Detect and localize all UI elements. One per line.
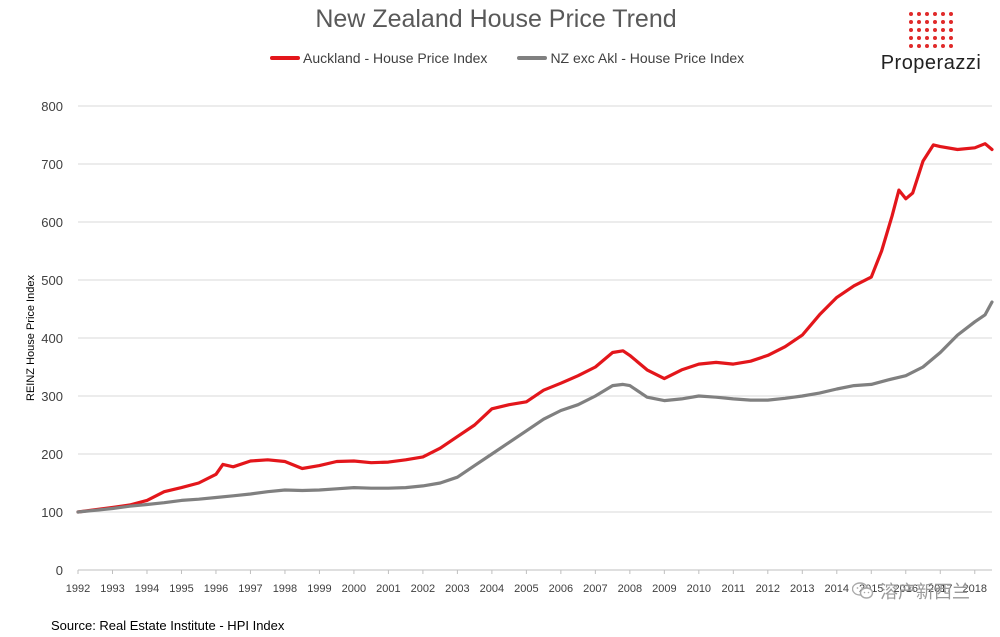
x-tick-label: 2014 bbox=[825, 583, 849, 595]
x-tick-label: 1992 bbox=[66, 583, 90, 595]
x-tick-label: 1994 bbox=[135, 583, 159, 595]
series-line-1 bbox=[76, 300, 994, 514]
chart-title: New Zealand House Price Trend bbox=[315, 5, 677, 33]
source-note: Source: Real Estate Institute - HPI Inde… bbox=[51, 618, 285, 633]
series-lines bbox=[76, 142, 994, 514]
x-tick-label: 2009 bbox=[652, 583, 676, 595]
x-tick-label: 2004 bbox=[480, 583, 504, 595]
x-tick-label: 1995 bbox=[169, 583, 193, 595]
y-axis-label: REINZ House Price Index bbox=[25, 275, 37, 401]
legend-item-nz-exc-akl: NZ exc Akl - House Price Index bbox=[517, 50, 744, 66]
x-tick-label: 1993 bbox=[100, 583, 124, 595]
logo-dots-icon bbox=[909, 12, 953, 48]
y-tick-label: 400 bbox=[41, 331, 63, 346]
x-tick-label: 1996 bbox=[204, 583, 228, 595]
y-tick-label: 500 bbox=[41, 273, 63, 288]
x-tick-label: 1999 bbox=[307, 583, 331, 595]
x-axis-ticks: 1992 1993 1994 1995 1996 1997 1998 1999 2000 2001… bbox=[66, 570, 987, 595]
y-tick-label: 0 bbox=[56, 563, 63, 578]
legend-swatch-auckland bbox=[270, 56, 300, 60]
x-tick-label: 2007 bbox=[583, 583, 607, 595]
x-tick-label: 2018 bbox=[963, 583, 987, 595]
properazzi-logo: Properazzi bbox=[876, 12, 986, 75]
x-tick-label: 2006 bbox=[549, 583, 573, 595]
series-line-0 bbox=[76, 142, 994, 514]
x-tick-label: 2001 bbox=[376, 583, 400, 595]
y-tick-label: 300 bbox=[41, 389, 63, 404]
watermark: 溶产新西兰 bbox=[852, 578, 970, 604]
y-tick-label: 700 bbox=[41, 157, 63, 172]
y-tick-label: 100 bbox=[41, 505, 63, 520]
x-tick-label: 2008 bbox=[618, 583, 642, 595]
x-tick-label: 1997 bbox=[238, 583, 262, 595]
x-tick-label: 1998 bbox=[273, 583, 297, 595]
y-tick-label: 200 bbox=[41, 447, 63, 462]
watermark-text: 溶产新西兰 bbox=[880, 582, 970, 602]
legend-label-nz-exc-akl: NZ exc Akl - House Price Index bbox=[550, 50, 745, 66]
x-tick-label: 2010 bbox=[687, 583, 711, 595]
chart-legend: Auckland - House Price Index NZ exc Akl … bbox=[270, 50, 774, 66]
x-tick-label: 2012 bbox=[756, 583, 780, 595]
wechat-icon bbox=[852, 582, 874, 599]
legend-item-auckland: Auckland - House Price Index bbox=[270, 50, 487, 66]
logo-text: Properazzi bbox=[880, 52, 982, 74]
x-tick-label: 2011 bbox=[721, 583, 745, 595]
x-tick-label: 2002 bbox=[411, 583, 435, 595]
x-tick-label: 2013 bbox=[790, 583, 814, 595]
x-tick-label: 2016 bbox=[894, 583, 918, 595]
x-tick-label: 2005 bbox=[514, 583, 538, 595]
x-tick-label: 2017 bbox=[928, 583, 952, 595]
legend-swatch-nz-exc-akl bbox=[517, 56, 548, 60]
x-tick-label: 2000 bbox=[342, 583, 366, 595]
y-axis-ticks: 0 100 200 300 400 500 600 700 800 bbox=[41, 99, 63, 578]
y-tick-label: 600 bbox=[41, 215, 63, 230]
y-tick-label: 800 bbox=[41, 99, 63, 114]
grid-lines bbox=[78, 105, 992, 571]
legend-label-auckland: Auckland - House Price Index bbox=[303, 50, 488, 66]
x-tick-label: 2003 bbox=[445, 583, 469, 595]
